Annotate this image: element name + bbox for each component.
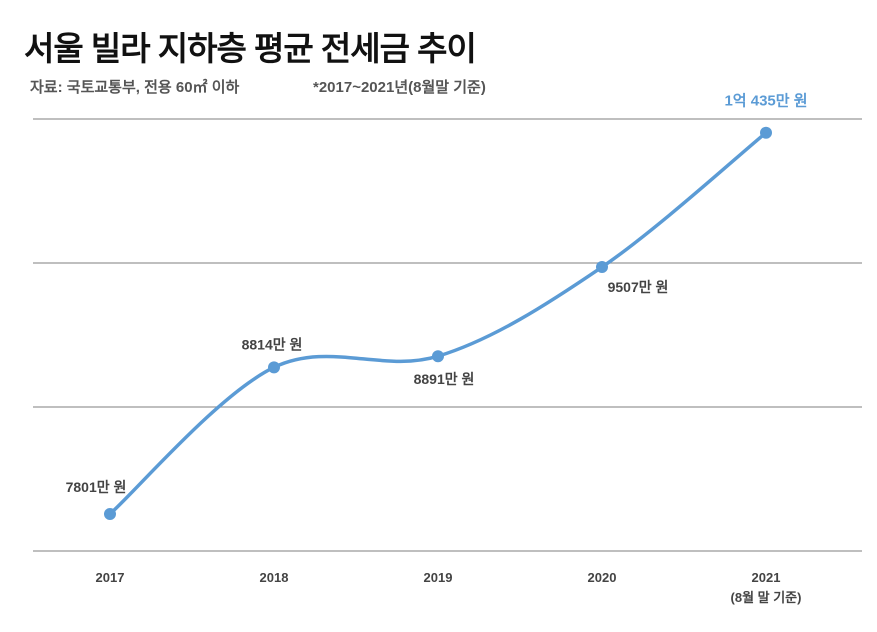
data-label: 8891만 원 [414,371,475,387]
data-label: 1억 435만 원 [724,92,807,110]
chart-note: *2017~2021년(8월말 기준) [313,79,486,96]
x-tick-label: 2021 [752,570,781,585]
x-tick-sublabel: (8월 말 기준) [731,590,802,605]
series-line [108,131,768,516]
x-tick-label: 2020 [588,570,617,585]
data-label: 8814만 원 [242,336,303,352]
chart-title: 서울 빌라 지하층 평균 전세금 추이 [24,30,477,67]
data-label: 7801만 원 [66,479,127,495]
x-tick-label: 2018 [260,570,289,585]
x-tick-label: 2017 [96,570,125,585]
data-point [596,261,608,274]
data-label: 9507만 원 [608,279,669,295]
chart-source: 자료: 국토교통부, 전용 60㎡ 이하 [30,79,240,96]
x-tick-label: 2019 [424,570,453,585]
data-point [432,350,444,363]
data-point [268,361,280,374]
data-point [104,507,116,520]
data-point [760,126,772,139]
